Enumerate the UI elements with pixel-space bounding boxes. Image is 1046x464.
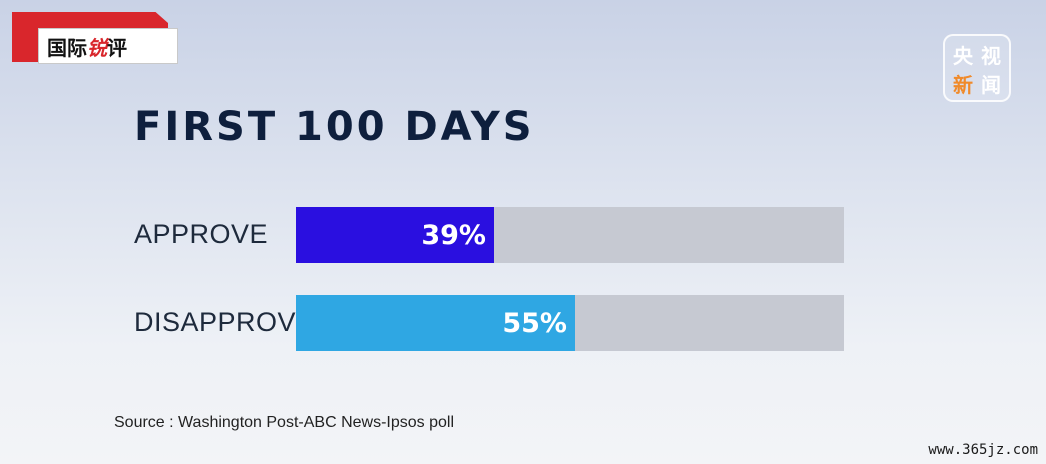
value-label-disapprove: 55% bbox=[502, 307, 567, 339]
logo-text-part2: 评 bbox=[107, 35, 127, 60]
category-label-disapprove: DISAPPROVE bbox=[134, 307, 315, 337]
watermark-char: 央 bbox=[953, 44, 973, 68]
cctv-news-watermark: 央 视 新 闻 bbox=[943, 34, 1011, 102]
logo-label: 国际 锐 评 bbox=[38, 28, 178, 64]
watermark-char: 新 bbox=[953, 73, 973, 97]
bar-track-approve: 39% bbox=[296, 207, 844, 263]
program-logo: 国际 锐 评 bbox=[12, 12, 178, 66]
category-label-approve: APPROVE bbox=[134, 219, 269, 249]
chart-title: FIRST 100 DAYS bbox=[134, 104, 535, 150]
watermark-char: 闻 bbox=[981, 73, 1001, 97]
logo-text-accent: 锐 bbox=[87, 35, 107, 60]
site-watermark-url: www.365jz.com bbox=[928, 442, 1038, 458]
value-label-approve: 39% bbox=[421, 219, 486, 251]
bar-disapprove: 55% bbox=[296, 295, 575, 351]
watermark-char: 视 bbox=[981, 44, 1001, 68]
logo-text-part1: 国际 bbox=[47, 35, 87, 60]
bar-track-disapprove: 55% bbox=[296, 295, 844, 351]
bar-approve: 39% bbox=[296, 207, 494, 263]
source-note: Source : Washington Post-ABC News-Ipsos … bbox=[114, 414, 454, 431]
